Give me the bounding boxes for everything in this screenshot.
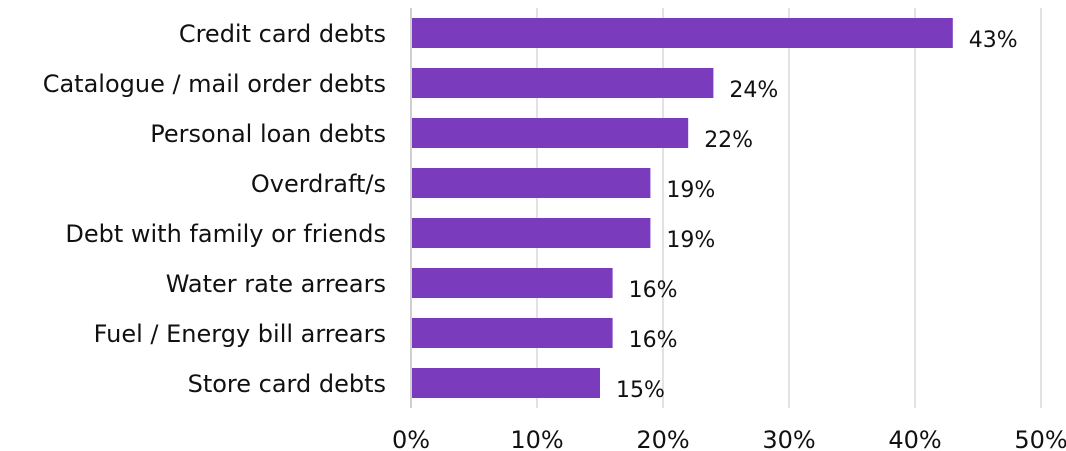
data-label: 43% <box>969 28 1018 53</box>
category-label: Credit card debts <box>179 20 386 48</box>
category-labels: Credit card debts Catalogue / mail order … <box>43 20 386 398</box>
x-tick-label: 20% <box>636 426 689 451</box>
data-label: 19% <box>666 178 715 203</box>
x-axis-tick-labels: 0% 10% 20% 30% 40% 50% <box>392 426 1066 451</box>
x-tick-label: 0% <box>392 426 430 451</box>
data-label: 16% <box>629 328 678 353</box>
bar <box>412 68 714 98</box>
bar <box>412 318 613 348</box>
data-label: 16% <box>629 278 678 303</box>
bar <box>412 368 600 398</box>
x-tick-label: 10% <box>510 426 563 451</box>
bar <box>412 168 651 198</box>
category-label: Overdraft/s <box>251 170 386 198</box>
x-tick-label: 40% <box>888 426 941 451</box>
data-label: 15% <box>616 378 665 403</box>
data-labels: 43% 24% 22% 19% 19% 16% 16% 15% <box>616 28 1018 403</box>
category-label: Store card debts <box>188 370 386 398</box>
category-label: Fuel / Energy bill arrears <box>94 320 386 348</box>
x-tick-label: 30% <box>762 426 815 451</box>
bar <box>412 218 651 248</box>
bars <box>412 18 953 398</box>
x-tick-label: 50% <box>1014 426 1066 451</box>
bar <box>412 118 689 148</box>
category-label: Debt with family or friends <box>65 220 386 248</box>
data-label: 24% <box>729 78 778 103</box>
bar <box>412 18 953 48</box>
data-label: 19% <box>666 228 715 253</box>
bar <box>412 268 613 298</box>
category-label: Catalogue / mail order debts <box>43 70 386 98</box>
category-label: Personal loan debts <box>150 120 386 148</box>
category-label: Water rate arrears <box>166 270 386 298</box>
data-label: 22% <box>704 128 753 153</box>
